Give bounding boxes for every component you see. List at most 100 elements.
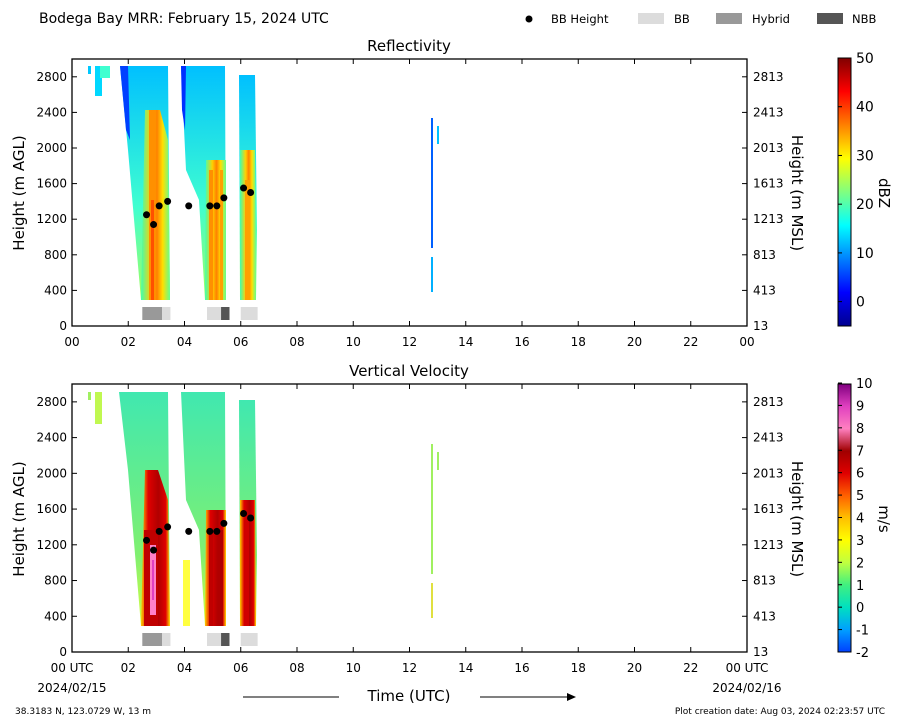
reflectivity-bb-height-point: [213, 202, 221, 210]
velocity-colorbar-tick-label: 6: [856, 467, 864, 482]
reflectivity-y-left-tick-label: 1200: [36, 212, 67, 226]
velocity-colorbar-ticks: -2 -1 0 1 2 3 4 5 6 7 8 9 10: [838, 377, 873, 661]
velocity-y-left-tick-label: 2800: [36, 395, 67, 409]
reflectivity-bb-height-point: [164, 197, 172, 205]
velocity-plot-area: 00 UTC 02 04 06 08 10 12 14 16 18 20 22 00 UTC 0 400 8…: [36, 383, 784, 675]
velocity-y-right-tick-label: 1213: [753, 538, 784, 552]
velocity-y-left-tick-label: 400: [44, 609, 67, 623]
velocity-colorbar-tick-label: -2: [856, 646, 869, 661]
velocity-x-tick-label: 06: [233, 661, 248, 675]
reflectivity-x-tick-label: 14: [458, 335, 473, 349]
reflectivity-y-right-tick-label: 13: [753, 319, 768, 333]
reflectivity-plot-area: 00 02 04 06 08 10 12 14 16 18 20 22 00 0 400 800 1200 16…: [36, 58, 784, 349]
velocity-x-tick-label: 12: [402, 661, 417, 675]
figure-title: Bodega Bay MRR: February 15, 2024 UTC: [39, 11, 329, 27]
reflectivity-y-left-tick-label: 2400: [36, 105, 67, 119]
velocity-colorbar-tick-label: 5: [856, 489, 864, 504]
velocity-bb-class-box: [221, 633, 230, 646]
reflectivity-y-left-tick-label: 400: [44, 283, 67, 297]
reflectivity-y-left-ticks: 0 400 800 1200 1600 2000 2400 2800: [36, 70, 77, 333]
reflectivity-y-right-tick-label: 2013: [753, 141, 784, 155]
reflectivity-bb-height-point: [155, 202, 163, 210]
velocity-x-tick-label: 16: [514, 661, 529, 675]
velocity-bb-height-point: [247, 514, 255, 522]
velocity-x-tick-label: 08: [289, 661, 304, 675]
velocity-y-left-tick-label: 800: [44, 574, 67, 588]
xlabel-arrowhead: [567, 693, 576, 701]
velocity-bb-height-point: [240, 510, 248, 518]
reflectivity-x-tick-label: 10: [346, 335, 361, 349]
reflectivity-bb-height-point: [185, 202, 193, 210]
legend-hybrid-swatch: [716, 13, 742, 24]
reflectivity-x-tick-label: 16: [514, 335, 529, 349]
velocity-colorbar-tick-label: 10: [856, 377, 873, 392]
reflectivity-bb-class-box: [207, 307, 222, 320]
reflectivity-x-tick-label: 04: [177, 335, 192, 349]
reflectivity-panel: Reflectivity: [10, 37, 893, 349]
velocity-x-tick-label: 02: [121, 661, 136, 675]
velocity-bb-class-box: [207, 633, 222, 646]
reflectivity-y-right-tick-label: 1213: [753, 212, 784, 226]
velocity-x-tick-label: 04: [177, 661, 192, 675]
reflectivity-y-right-ticks: 13 413 813 1213 1613 2013 2413 2813: [742, 70, 784, 333]
reflectivity-y-left-tick-label: 800: [44, 248, 67, 262]
reflectivity-y-left-tick-label: 1600: [36, 177, 67, 191]
velocity-colorbar-tick-label: 8: [856, 422, 864, 437]
velocity-y-left-tick-label: 2000: [36, 466, 67, 480]
x-axis-label: Time (UTC): [367, 687, 451, 705]
reflectivity-bb-height-point: [150, 221, 158, 229]
reflectivity-colorbar-tick-label: 20: [856, 197, 874, 213]
reflectivity-colorbar-tick-label: 0: [856, 295, 865, 311]
reflectivity-x-tick-label: 02: [121, 335, 136, 349]
reflectivity-y-right-tick-label: 1613: [753, 177, 784, 191]
velocity-x-tick-label: 10: [346, 661, 361, 675]
velocity-colorbar-tick-label: 2: [856, 556, 864, 571]
reflectivity-y-left-tick-label: 0: [59, 319, 67, 333]
velocity-bb-class-box: [162, 633, 171, 646]
reflectivity-x-tick-label: 22: [683, 335, 698, 349]
reflectivity-bb-height-point: [220, 194, 228, 202]
reflectivity-colorbar: 0 10 20 30 40 50 dBZ: [837, 51, 893, 327]
velocity-bb-height-point: [143, 536, 151, 544]
legend-label-hybrid: Hybrid: [752, 12, 790, 26]
reflectivity-bb-classification: [142, 307, 258, 320]
reflectivity-bb-class-box: [240, 307, 258, 320]
velocity-y-right-tick-label: 2813: [753, 395, 784, 409]
velocity-ylabel-left: Height (m AGL): [10, 461, 28, 576]
reflectivity-x-ticks: 00 02 04 06 08 10 12 14 16 18 20 22 00: [64, 59, 755, 349]
reflectivity-x-tick-label: 08: [289, 335, 304, 349]
velocity-ylabel-right: Height (m MSL): [788, 461, 806, 577]
velocity-x-tick-label: 22: [683, 661, 698, 675]
velocity-y-right-tick-label: 13: [753, 645, 768, 659]
velocity-y-left-tick-label: 1600: [36, 502, 67, 516]
velocity-colorbar-tick-label: 9: [856, 399, 864, 414]
velocity-field: [88, 392, 439, 626]
velocity-bb-height-point: [206, 527, 214, 535]
reflectivity-bb-class-box: [162, 307, 171, 320]
reflectivity-y-right-tick-label: 813: [753, 248, 776, 262]
reflectivity-colorbar-label: dBZ: [875, 178, 893, 208]
velocity-y-right-tick-label: 1613: [753, 502, 784, 516]
reflectivity-y-right-tick-label: 2413: [753, 105, 784, 119]
reflectivity-ylabel-right: Height (m MSL): [788, 135, 806, 251]
velocity-colorbar: -2 -1 0 1 2 3 4 5 6 7 8 9 10 m/s: [837, 377, 893, 661]
velocity-bb-height-point: [164, 523, 172, 531]
velocity-title: Vertical Velocity: [349, 362, 469, 380]
footer-creation-date: Plot creation date: Aug 03, 2024 02:23:5…: [675, 707, 885, 717]
reflectivity-field: [88, 66, 439, 300]
velocity-bb-height-point: [220, 519, 228, 527]
velocity-bb-height-point: [185, 527, 193, 535]
velocity-colorbar-label: m/s: [875, 505, 893, 533]
reflectivity-colorbar-tick-label: 30: [856, 148, 874, 164]
velocity-colorbar-tick-label: 4: [856, 512, 864, 527]
velocity-bb-classification: [142, 633, 258, 646]
legend-label-nbb: NBB: [852, 12, 876, 26]
reflectivity-bb-class-box: [142, 307, 162, 320]
velocity-colorbar-tick-label: 7: [856, 444, 864, 459]
legend-bb-height-marker: [525, 15, 533, 23]
reflectivity-y-left-tick-label: 2800: [36, 70, 67, 84]
reflectivity-y-left-tick-label: 2000: [36, 141, 67, 155]
reflectivity-x-tick-label: 00: [64, 335, 79, 349]
reflectivity-colorbar-tick-label: 10: [856, 246, 874, 262]
